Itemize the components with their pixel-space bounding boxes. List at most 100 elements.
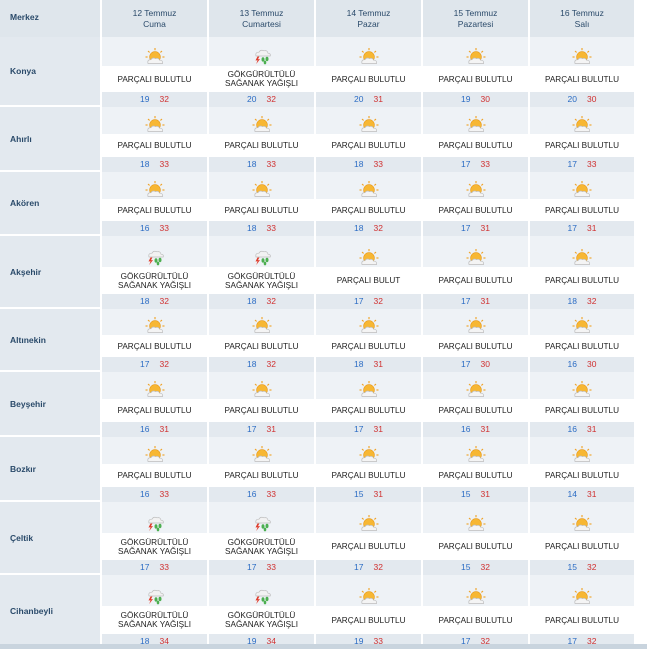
forecast-cell: PARÇALI BULUTLU 16 31 [530, 372, 636, 437]
header-day-weekday: Salı [574, 19, 590, 29]
forecast-cell: PARÇALI BULUTLU 18 33 [209, 172, 316, 236]
max-temperature: 32 [373, 296, 383, 306]
thunderstorm-icon [250, 587, 274, 605]
min-temperature: 18 [567, 296, 577, 306]
icon-band [209, 107, 314, 134]
forecast-cell: PARÇALI BULUTLU 18 33 [209, 107, 316, 172]
partly-cloudy-icon [464, 180, 488, 198]
header-day-1: 12 Temmuz Cuma [102, 0, 209, 37]
condition-text: PARÇALI BULUTLU [423, 66, 528, 92]
forecast-cell: PARÇALI BULUTLU 15 32 [423, 502, 530, 575]
condition-text: PARÇALI BULUTLU [316, 399, 421, 422]
forecast-cell: PARÇALI BULUTLU 16 33 [102, 437, 209, 502]
icon-band [316, 37, 421, 66]
min-temperature: 16 [567, 359, 577, 369]
condition-text: PARÇALI BULUTLU [209, 464, 314, 487]
temperature-range: 17 32 [316, 294, 421, 309]
city-name: Akören [0, 172, 102, 236]
forecast-cell: PARÇALI BULUT 17 32 [316, 236, 423, 309]
icon-band [423, 37, 528, 66]
icon-band [102, 372, 207, 399]
forecast-cell: GÖKGÜRÜLTÜLÜ SAĞANAK YAĞIŞLI 19 34 [209, 575, 316, 649]
temperature-range: 17 33 [209, 560, 314, 575]
icon-band [102, 37, 207, 66]
partly-cloudy-icon [250, 316, 274, 334]
temperature-range: 16 33 [209, 487, 314, 502]
temperature-range: 18 33 [316, 157, 421, 172]
header-day-weekday: Cuma [143, 19, 166, 29]
condition-text: PARÇALI BULUTLU [423, 199, 528, 221]
min-temperature: 18 [247, 223, 257, 233]
temperature-range: 17 33 [530, 157, 634, 172]
icon-band [316, 372, 421, 399]
forecast-cell: GÖKGÜRÜLTÜLÜ SAĞANAK YAĞIŞLI 18 32 [102, 236, 209, 309]
condition-text: PARÇALI BULUTLU [530, 199, 634, 221]
partly-cloudy-icon [464, 445, 488, 463]
max-temperature: 32 [373, 223, 383, 233]
icon-band [209, 236, 314, 267]
condition-text: PARÇALI BULUTLU [102, 134, 207, 157]
icon-band [316, 172, 421, 199]
city-name: Altınekin [0, 309, 102, 372]
icon-band [102, 437, 207, 464]
temperature-range: 16 31 [423, 422, 528, 437]
condition-text: PARÇALI BULUTLU [209, 199, 314, 221]
header-merkez: Merkez [0, 0, 102, 37]
max-temperature: 33 [373, 636, 383, 646]
forecast-cell: PARÇALI BULUTLU 17 31 [423, 236, 530, 309]
icon-band [316, 107, 421, 134]
forecast-cell: PARÇALI BULUTLU 16 30 [530, 309, 636, 372]
forecast-cell: PARÇALI BULUTLU 15 31 [423, 437, 530, 502]
icon-band [530, 236, 634, 267]
forecast-cell: PARÇALI BULUTLU 18 32 [530, 236, 636, 309]
max-temperature: 32 [266, 359, 276, 369]
icon-band [530, 107, 634, 134]
condition-text: PARÇALI BULUTLU [316, 533, 421, 560]
forecast-cell: PARÇALI BULUTLU 15 31 [316, 437, 423, 502]
temperature-range: 17 33 [423, 157, 528, 172]
min-temperature: 17 [567, 223, 577, 233]
partly-cloudy-icon [250, 445, 274, 463]
min-temperature: 15 [567, 562, 577, 572]
forecast-cell: PARÇALI BULUTLU 17 30 [423, 309, 530, 372]
max-temperature: 33 [373, 159, 383, 169]
max-temperature: 33 [159, 223, 169, 233]
max-temperature: 31 [373, 359, 383, 369]
forecast-cell: PARÇALI BULUTLU 17 31 [530, 172, 636, 236]
temperature-range: 18 32 [102, 294, 207, 309]
header-day-date: 15 Temmuz [453, 8, 498, 18]
partly-cloudy-icon [143, 180, 167, 198]
icon-band [530, 309, 634, 335]
min-temperature: 20 [247, 94, 257, 104]
icon-band [209, 37, 314, 66]
forecast-cell: PARÇALI BULUTLU 18 32 [209, 309, 316, 372]
condition-text: GÖKGÜRÜLTÜLÜ SAĞANAK YAĞIŞLI [209, 66, 314, 92]
max-temperature: 30 [480, 94, 490, 104]
max-temperature: 30 [480, 359, 490, 369]
city-name: Cihanbeyli [0, 575, 102, 649]
min-temperature: 19 [247, 636, 257, 646]
partly-cloudy-icon [464, 115, 488, 133]
icon-band [530, 437, 634, 464]
partly-cloudy-icon [464, 47, 488, 65]
temperature-range: 17 33 [102, 560, 207, 575]
temperature-range: 18 33 [102, 157, 207, 172]
header-day-weekday: Pazartesi [457, 19, 494, 29]
min-temperature: 18 [354, 359, 364, 369]
partly-cloudy-icon [143, 115, 167, 133]
partly-cloudy-icon [464, 248, 488, 266]
icon-band [316, 575, 421, 606]
forecast-cell: GÖKGÜRÜLTÜLÜ SAĞANAK YAĞIŞLI 18 32 [209, 236, 316, 309]
forecast-cell: PARÇALI BULUTLU 20 30 [530, 37, 636, 107]
partly-cloudy-icon [357, 115, 381, 133]
partly-cloudy-icon [143, 316, 167, 334]
min-temperature: 18 [247, 359, 257, 369]
bottom-scrollbar[interactable] [0, 644, 647, 649]
min-temperature: 18 [354, 223, 364, 233]
partly-cloudy-icon [570, 380, 594, 398]
icon-band [102, 575, 207, 606]
partly-cloudy-icon [570, 115, 594, 133]
icon-band [102, 172, 207, 199]
max-temperature: 31 [373, 489, 383, 499]
icon-band [102, 236, 207, 267]
